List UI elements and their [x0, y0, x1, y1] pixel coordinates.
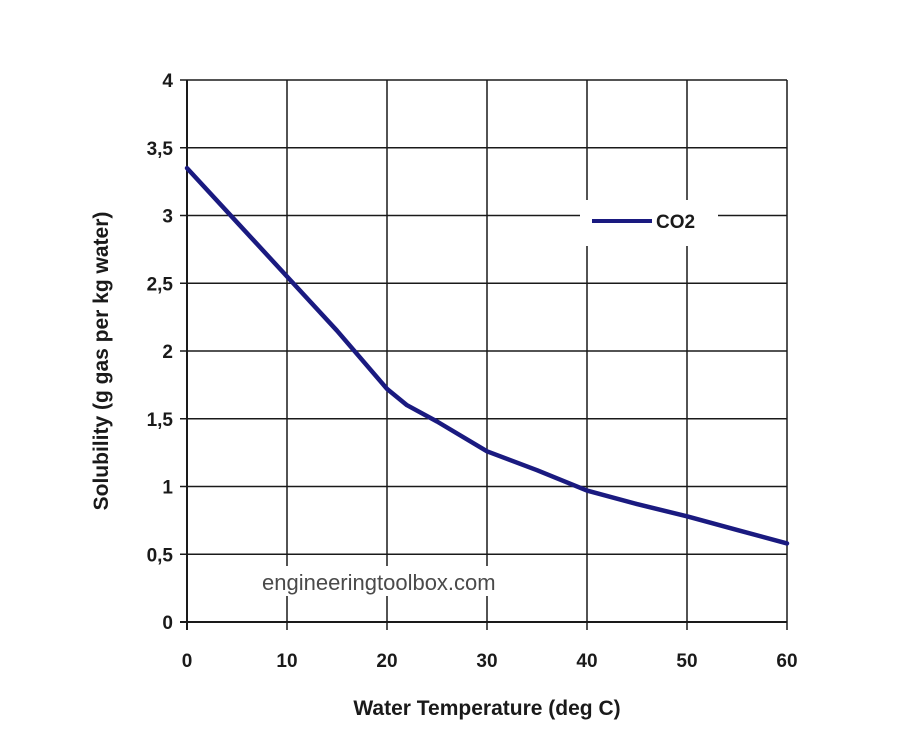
x-tick-labels: 0 10 20 30 40 50 60: [182, 651, 798, 672]
x-axis-title: Water Temperature (deg C): [353, 697, 620, 720]
series-group: [184, 165, 790, 546]
y-tick-label: 2: [162, 342, 173, 363]
y-tick-label: 1: [162, 478, 173, 499]
y-tick-label: 4: [162, 71, 173, 92]
x-tick-label: 30: [476, 651, 497, 672]
axes: [180, 79, 788, 630]
y-tick-label: 1,5: [147, 410, 174, 431]
x-tick-label: 20: [376, 651, 397, 672]
y-tick-label: 0: [162, 613, 173, 634]
y-tick-label: 3: [162, 207, 173, 228]
y-axis-title: Solubility (g gas per kg water): [90, 212, 113, 511]
watermark-text: engineeringtoolbox.com: [262, 570, 496, 595]
x-tick-label: 10: [276, 651, 297, 672]
grid-lines: [187, 79, 788, 622]
y-tick-label: 2,5: [147, 274, 174, 295]
x-tick-label: 0: [182, 651, 193, 672]
watermark-background: [258, 566, 568, 596]
x-tick-label: 40: [576, 651, 597, 672]
y-tick-label: 3,5: [147, 139, 174, 160]
y-tick-label: 0,5: [147, 545, 174, 566]
x-tick-label: 50: [676, 651, 697, 672]
series-line-co2: [184, 165, 790, 546]
y-tick-labels: 0 0,5 1 1,5 2 2,5 3 3,5 4: [147, 71, 174, 634]
x-tick-label: 60: [776, 651, 797, 672]
legend-label-co2: CO2: [656, 212, 695, 233]
